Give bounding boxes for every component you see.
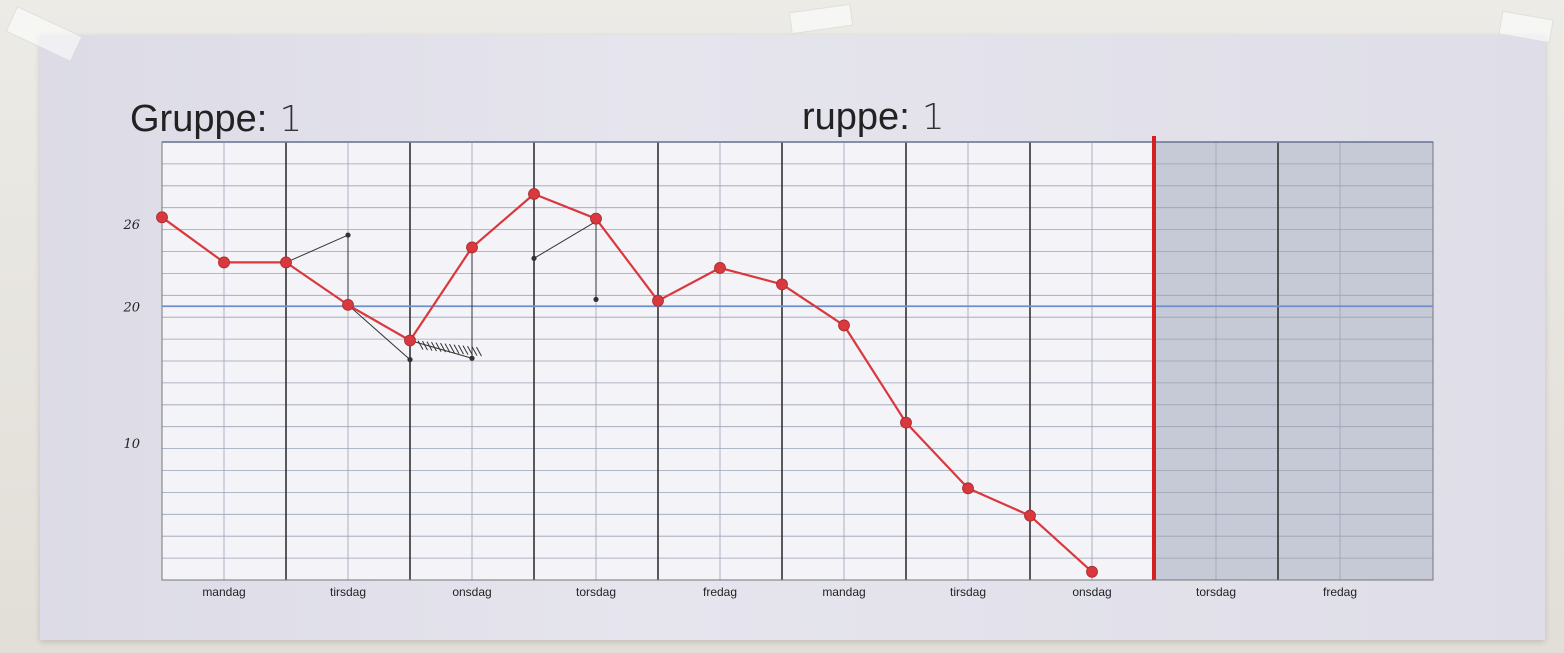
data-point [1024, 509, 1036, 522]
data-point [776, 278, 788, 291]
data-point [156, 211, 168, 224]
x-tick-label: torsdag [1196, 585, 1236, 599]
hatch-mark [476, 346, 482, 357]
x-tick-label: onsdag [452, 585, 491, 599]
y-tick-label: 20 [122, 300, 140, 315]
pen-line [347, 304, 411, 361]
group-title-left: Gruppe: 1 [130, 98, 302, 141]
pen-line [409, 339, 473, 359]
group-number: 1 [921, 97, 945, 138]
hatch-mark [458, 344, 464, 355]
grid-lines [162, 141, 1433, 581]
x-tick-label: mandag [822, 585, 865, 599]
pen-dot [469, 355, 475, 361]
hatch-mark [435, 342, 442, 352]
pen-line [533, 220, 597, 259]
x-tick-label: fredag [1323, 585, 1357, 599]
pen-dot [531, 255, 537, 261]
hatch-mark [449, 343, 455, 354]
group-number: 1 [279, 99, 303, 140]
pen-dot [345, 232, 351, 238]
plot-border [161, 141, 1434, 581]
hatch-mark [462, 345, 469, 355]
x-tick-label: mandag [202, 585, 245, 599]
hatch-mark [417, 340, 424, 350]
data-point [466, 241, 478, 254]
data-point [590, 212, 602, 225]
data-point [962, 482, 974, 495]
x-tick-label: tirsdag [330, 585, 366, 599]
x-tick-label: fredag [703, 585, 737, 599]
pen-dot [593, 296, 599, 303]
hatch-mark [471, 346, 478, 356]
series-line [161, 192, 1093, 573]
hatch-mark [422, 340, 428, 351]
hatch-mark [444, 343, 451, 353]
pen-dot [407, 357, 413, 363]
group-title-right: ruppe: 1 [802, 96, 945, 139]
data-point [1086, 565, 1098, 578]
x-tick-label: torsdag [576, 585, 616, 599]
y-tick-label: 26 [122, 218, 140, 233]
x-tick-label: onsdag [1072, 585, 1111, 599]
data-point [404, 334, 416, 347]
group-label: ruppe: [802, 96, 910, 138]
hatch-mark [431, 341, 437, 352]
data-point [838, 319, 850, 332]
data-point [652, 294, 664, 307]
group-label: Gruppe: [130, 98, 268, 140]
data-point [218, 256, 230, 269]
data-point [528, 188, 540, 200]
data-point [714, 262, 726, 274]
x-tick-label: tirsdag [950, 585, 986, 599]
data-point [900, 416, 912, 429]
y-tick-label: 10 [123, 437, 140, 452]
data-point [342, 298, 354, 311]
data-point [280, 256, 292, 269]
hatch-mark [453, 344, 460, 354]
pen-line [285, 234, 349, 263]
